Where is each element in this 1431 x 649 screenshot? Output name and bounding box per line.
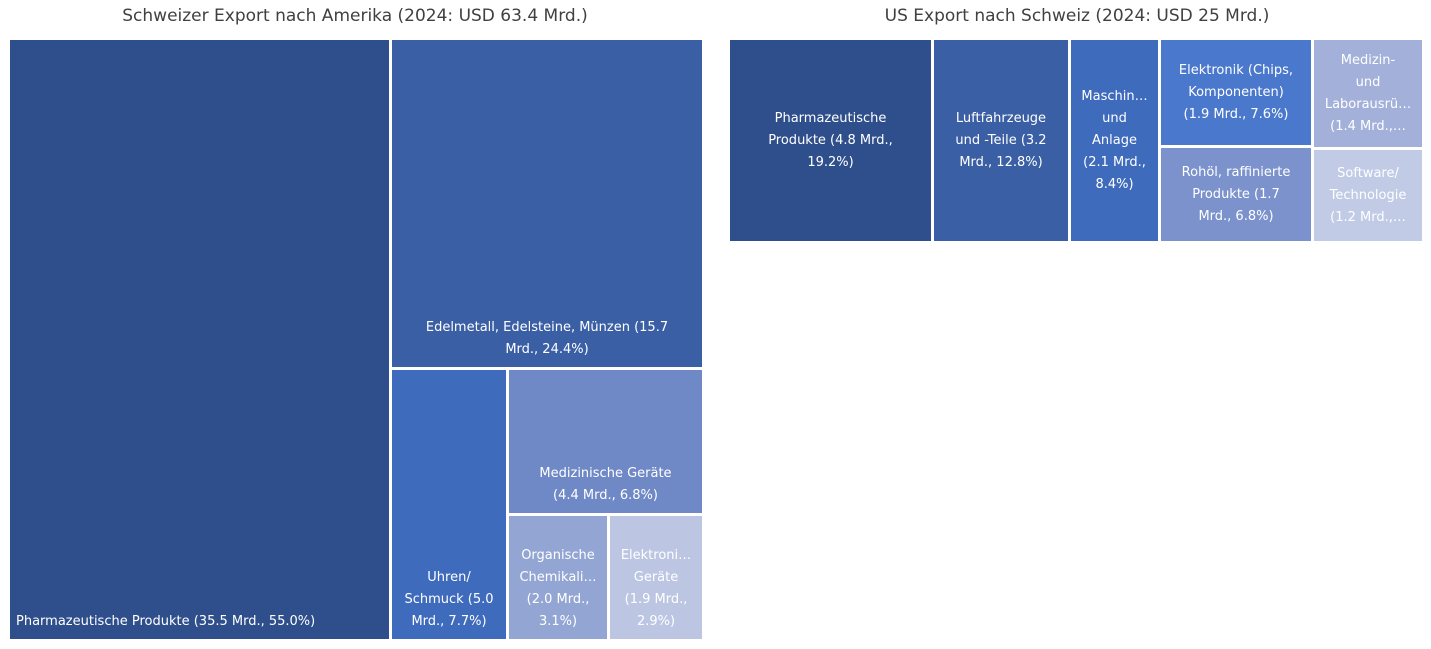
tile-label: Rohöl, raffinierte Produkte (1.7 Mrd., 6… <box>1181 164 1291 224</box>
treemap-tile: Organische Chemikali… (2.0 Mrd., 3.1%) <box>509 516 610 642</box>
tile-label: Elektronik (Chips, Komponenten) (1.9 Mrd… <box>1178 62 1294 122</box>
tile-label: Elektroni… Geräte (1.9 Mrd., 2.9%) <box>620 548 692 629</box>
tile-label: Edelmetall, Edelsteine, Münzen (15.7 Mrd… <box>425 320 669 357</box>
chart-title-swiss-export: Schweizer Export nach Amerika (2024: USD… <box>122 6 588 26</box>
treemap-tile: Maschin… und Anlage (2.1 Mrd., 8.4%) <box>1071 40 1161 244</box>
treemap-tile: Elektronik (Chips, Komponenten) (1.9 Mrd… <box>1161 40 1314 148</box>
treemap-tile: Pharmazeutische Produkte (35.5 Mrd., 55.… <box>10 40 392 642</box>
chart-title-us-export: US Export nach Schweiz (2024: USD 25 Mrd… <box>884 6 1270 26</box>
tile-label: Luftfahrzeuge und -Teile (3.2 Mrd., 12.8… <box>955 110 1047 170</box>
treemap-tile: Rohöl, raffinierte Produkte (1.7 Mrd., 6… <box>1161 148 1314 244</box>
treemap-tile: Medizinische Geräte (4.4 Mrd., 6.8%) <box>509 370 705 516</box>
tile-label: Medizin- und Laborausrü… (1.4 Mrd.,… <box>1324 52 1412 134</box>
treemap-tile: Uhren/ Schmuck (5.0 Mrd., 7.7%) <box>392 370 509 642</box>
treemap-tile: Pharmazeutische Produkte (4.8 Mrd., 19.2… <box>730 40 934 244</box>
tile-label: Medizinische Geräte (4.4 Mrd., 6.8%) <box>539 466 672 503</box>
tile-label: Pharmazeutische Produkte (4.8 Mrd., 19.2… <box>768 110 893 170</box>
treemap-tile: Elektroni… Geräte (1.9 Mrd., 2.9%) <box>610 516 705 642</box>
treemap-tile: Medizin- und Laborausrü… (1.4 Mrd.,… <box>1314 40 1425 150</box>
treemap-tile: Luftfahrzeuge und -Teile (3.2 Mrd., 12.8… <box>934 40 1071 244</box>
tile-label: Uhren/ Schmuck (5.0 Mrd., 7.7%) <box>404 570 494 629</box>
treemap-tile: Software/ Technologie (1.2 Mrd.,… <box>1314 150 1425 244</box>
tile-label: Organische Chemikali… (2.0 Mrd., 3.1%) <box>519 548 597 629</box>
treemap-tile: Edelmetall, Edelsteine, Münzen (15.7 Mrd… <box>392 40 705 370</box>
tile-label: Pharmazeutische Produkte (35.5 Mrd., 55.… <box>16 614 316 629</box>
tile-label: Maschin… und Anlage (2.1 Mrd., 8.4%) <box>1081 88 1148 192</box>
tile-label: Software/ Technologie (1.2 Mrd.,… <box>1329 165 1407 225</box>
